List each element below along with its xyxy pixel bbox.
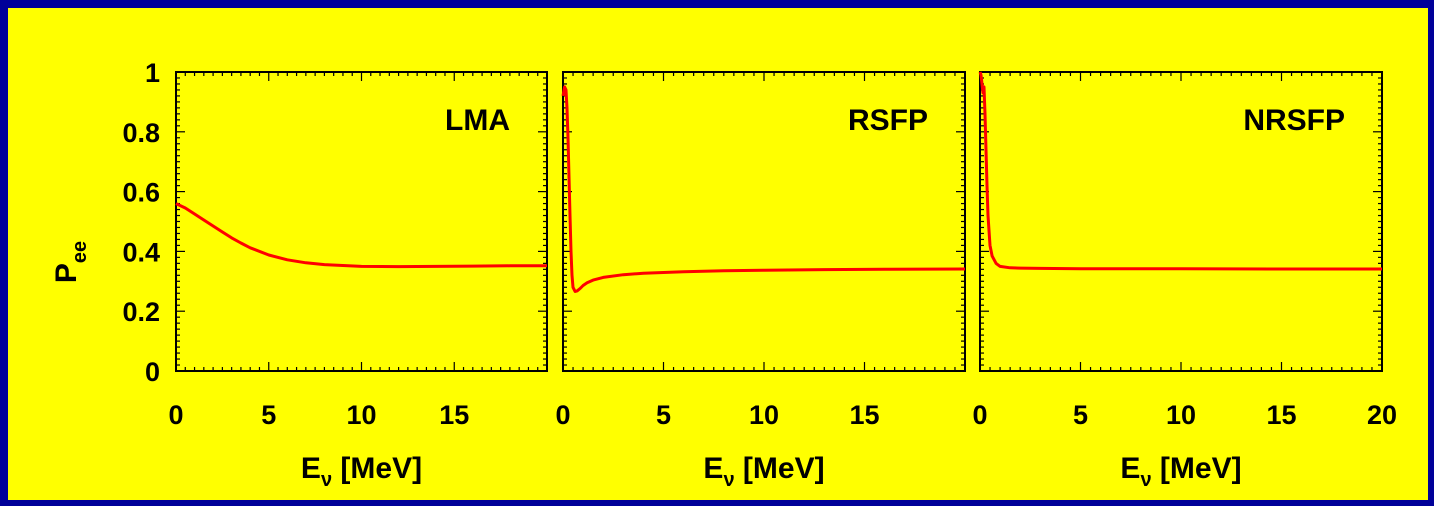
x-axis-label-main: E	[1120, 452, 1140, 485]
y-tick-label: 0	[145, 357, 160, 387]
y-axis-label-main: P	[50, 263, 83, 283]
y-tick-label: 0.8	[122, 118, 160, 148]
series-line	[561, 85, 966, 293]
y-tick-label: 0.6	[122, 178, 160, 208]
chart-frame	[8, 8, 1428, 500]
y-tick-label: 1	[145, 58, 160, 88]
x-axis-label: Eν [MeV]	[1120, 452, 1241, 491]
x-axis-label-main: E	[703, 452, 723, 485]
y-axis-label: Pee	[50, 241, 91, 283]
series-line	[175, 202, 547, 269]
panel-lma: 0 5 10 15 0 0.2 0.4 0.6 0.8 1 LMA Eν [MeV]	[122, 58, 548, 491]
x-tick-label: 15	[849, 400, 879, 430]
panel-label: RSFP	[848, 104, 928, 137]
series-line	[978, 71, 1382, 271]
x-tick-label: 0	[555, 400, 570, 430]
x-tick-label: 5	[261, 400, 276, 430]
x-tick-label: 15	[1266, 400, 1296, 430]
x-tick-label: 20	[1367, 400, 1397, 430]
x-axis-label-main: E	[301, 452, 321, 485]
x-axis-label-sub: ν	[321, 469, 332, 491]
x-tick-label: 0	[168, 400, 183, 430]
x-tick-label: 15	[439, 400, 469, 430]
x-tick-label: 5	[1073, 400, 1088, 430]
x-axis-label-unit: [MeV]	[735, 452, 825, 485]
y-tick-label: 0.2	[122, 297, 160, 327]
y-axis-label-sub: ee	[69, 241, 91, 263]
panel-nrsfp: 0 5 10 15 20 NRSFP Eν [MeV]	[972, 71, 1397, 491]
x-tick-label: 10	[1166, 400, 1196, 430]
x-axis-label-sub: ν	[1140, 469, 1151, 491]
panel-rsfp: 0 5 10 15 RSFP Eν [MeV]	[555, 71, 966, 491]
panel-label: LMA	[445, 104, 510, 137]
x-axis-label: Eν [MeV]	[703, 452, 824, 491]
x-tick-label: 0	[972, 400, 987, 430]
x-tick-label: 10	[749, 400, 779, 430]
svg-text:Pee: Pee	[50, 241, 91, 283]
x-axis-label-unit: [MeV]	[1152, 452, 1242, 485]
y-tick-label: 0.4	[122, 237, 160, 267]
x-axis-label: Eν [MeV]	[301, 452, 422, 491]
x-tick-label: 5	[656, 400, 671, 430]
x-tick-label: 10	[346, 400, 376, 430]
x-axis-label-sub: ν	[723, 469, 734, 491]
panel-label: NRSFP	[1243, 104, 1345, 137]
x-axis-label-unit: [MeV]	[332, 452, 422, 485]
